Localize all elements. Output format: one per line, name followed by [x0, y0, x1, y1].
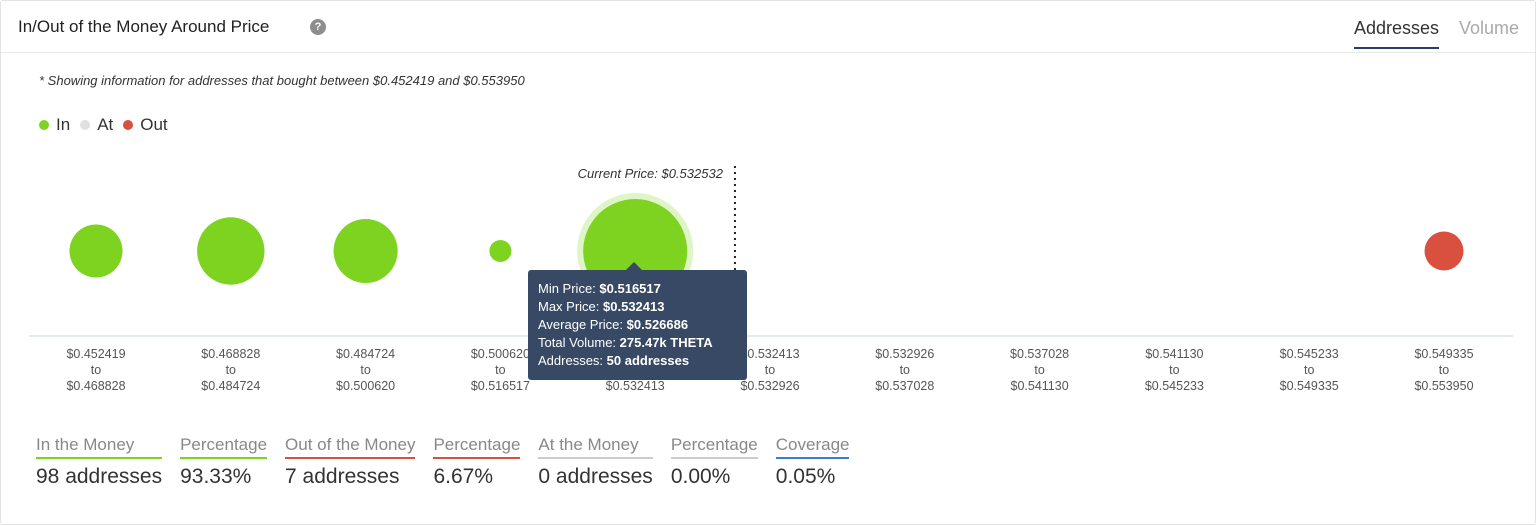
x-tick-label-6-2: $0.537028 — [875, 379, 934, 393]
stat-2: Out of the Money 7 addresses — [285, 435, 416, 489]
stat-label: Percentage — [180, 435, 268, 459]
tab-addresses[interactable]: Addresses — [1354, 18, 1440, 49]
tooltip-line-4: Addresses: 50 addresses — [538, 352, 747, 370]
legend-item-at[interactable]: At — [80, 115, 113, 135]
stat-value: 6.67% — [433, 465, 493, 488]
stat-value: 98 addresses — [36, 465, 163, 488]
tooltip-line-value: $0.516517 — [599, 281, 661, 296]
stat-4: At the Money 0 addresses — [538, 435, 653, 489]
bubble-0[interactable] — [69, 224, 123, 278]
legend-item-in[interactable]: In — [39, 115, 70, 135]
x-tick-label-5-0: $0.532413 — [740, 347, 799, 361]
stat-label: At the Money — [538, 435, 653, 459]
stat-0: In the Money 98 addresses — [36, 435, 163, 489]
stat-label: Out of the Money — [285, 435, 416, 459]
legend-item-out[interactable]: Out — [123, 115, 168, 135]
stat-label: Percentage — [433, 435, 521, 459]
x-tick-label-2-2: $0.500620 — [336, 379, 395, 393]
bubble-2[interactable] — [333, 218, 398, 284]
tab-volume[interactable]: Volume — [1459, 18, 1520, 38]
stat-value: 93.33% — [180, 465, 252, 488]
stat-label: Percentage — [670, 435, 758, 459]
x-tick-label-0-0: $0.452419 — [66, 347, 125, 361]
x-tick-label-7-0: $0.537028 — [1010, 347, 1069, 361]
bubble-1[interactable] — [197, 217, 265, 285]
tooltip-line-0: Min Price: $0.516517 — [538, 280, 747, 298]
x-tick-label-8-1: to — [1169, 363, 1179, 377]
tooltip-line-label: Min Price: — [538, 281, 600, 296]
tooltip-line-label: Total Volume: — [538, 335, 620, 350]
stats-row: In the Money 98 addresses Percentage 93.33%… — [36, 435, 867, 489]
stat-value: 0 addresses — [538, 465, 653, 488]
stat-value: 0.05% — [775, 465, 836, 488]
legend-dot-out — [123, 120, 134, 130]
legend-dot-at — [80, 120, 91, 130]
stat-6: Coverage 0.05% — [775, 435, 850, 489]
x-tick-label-1-0: $0.468828 — [201, 347, 260, 361]
bubble-10[interactable] — [1424, 231, 1464, 271]
x-tick-label-6-0: $0.532926 — [875, 347, 934, 361]
tooltip-line-2: Average Price: $0.526686 — [538, 316, 747, 334]
x-tick-label-10-0: $0.549335 — [1414, 347, 1473, 361]
x-tick-label-2-0: $0.484724 — [336, 347, 395, 361]
x-tick-label-7-1: to — [1034, 363, 1044, 377]
stat-label: In the Money — [36, 435, 163, 459]
x-tick-label-10-1: to — [1439, 363, 1449, 377]
stat-value: 0.00% — [670, 465, 731, 488]
tooltip-arrow — [625, 262, 643, 271]
x-tick-label-6-1: to — [900, 363, 910, 377]
x-tick-label-3-1: to — [495, 363, 505, 377]
tooltip-line-1: Max Price: $0.532413 — [538, 298, 747, 316]
x-tick-label-10-2: $0.553950 — [1414, 379, 1473, 393]
x-tick-label-3-2: $0.516517 — [471, 379, 530, 393]
x-tick-label-1-1: to — [226, 363, 236, 377]
stat-value: 7 addresses — [285, 465, 400, 488]
chart-tooltip: Min Price: $0.516517 Max Price: $0.532413… — [528, 270, 747, 380]
tooltip-line-value: $0.526686 — [626, 317, 689, 332]
x-tick-label-7-2: $0.541130 — [1011, 379, 1069, 393]
chart-legend: In At Out — [39, 115, 178, 135]
card-title: In/Out of the Money Around Price — [18, 17, 270, 36]
stat-5: Percentage 0.00% — [670, 435, 758, 489]
x-tick-label-0-2: $0.468828 — [66, 379, 125, 393]
stat-1: Percentage 93.33% — [180, 435, 268, 489]
x-tick-label-8-2: $0.545233 — [1145, 379, 1204, 393]
x-tick-label-5-1: to — [765, 363, 775, 377]
x-tick-label-0-1: to — [91, 363, 101, 377]
x-tick-label-8-0: $0.541130 — [1145, 347, 1203, 361]
tooltip-line-3: Total Volume: 275.47k THETA — [538, 334, 747, 352]
current-price-label: Current Price: $0.532532 — [578, 166, 724, 181]
help-icon[interactable]: ? — [310, 19, 326, 35]
legend-label-in: In — [56, 115, 71, 134]
x-tick-label-5-2: $0.532926 — [740, 379, 799, 393]
x-tick-label-2-1: to — [360, 363, 370, 377]
legend-label-at: At — [97, 115, 114, 134]
stat-3: Percentage 6.67% — [433, 435, 521, 489]
x-tick-label-4-2: $0.532413 — [606, 379, 665, 393]
x-tick-label-9-1: to — [1304, 363, 1314, 377]
bubble-3[interactable] — [489, 240, 512, 262]
x-tick-label-9-2: $0.549335 — [1280, 379, 1339, 393]
tooltip-line-label: Average Price: — [538, 317, 627, 332]
card-header: In/Out of the Money Around Price ? Addre… — [1, 1, 1535, 53]
x-tick-label-9-0: $0.545233 — [1280, 347, 1339, 361]
tooltip-line-value: 275.47k THETA — [619, 335, 713, 350]
tooltip-line-label: Max Price: — [538, 299, 604, 314]
x-tick-label-3-0: $0.500620 — [471, 347, 530, 361]
tooltip-line-value: 50 addresses — [606, 353, 690, 368]
legend-label-out: Out — [140, 115, 168, 134]
tooltip-line-value: $0.532413 — [603, 299, 665, 314]
range-note: * Showing information for addresses that… — [39, 73, 525, 88]
bubble-chart: Current Price: $0.532532 $0.452419 to $0.46… — [29, 166, 1513, 393]
legend-dot-in — [39, 120, 49, 130]
x-tick-label-1-2: $0.484724 — [201, 379, 260, 393]
tooltip-line-label: Addresses: — [538, 353, 607, 368]
stat-label: Coverage — [775, 435, 850, 459]
